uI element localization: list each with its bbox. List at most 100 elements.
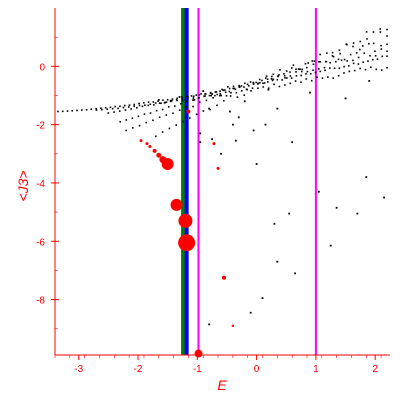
data-point [167,105,170,108]
data-point [231,123,234,126]
highlight-point [148,145,152,149]
data-point [346,60,349,62]
x-tick-label: -1 [193,364,202,375]
data-point [258,78,261,81]
data-point [338,67,341,70]
data-point [252,129,255,132]
data-point [228,90,231,93]
data-point [187,98,189,100]
data-point [353,69,356,72]
data-point [317,190,320,193]
data-point [386,50,388,53]
data-point [289,82,291,85]
data-point [130,108,132,110]
data-point [371,58,374,61]
data-point [261,79,263,82]
data-point [161,108,164,111]
data-point [61,110,64,113]
data-point [251,87,254,89]
data-point [310,79,313,82]
data-point [155,109,158,112]
data-point [295,71,297,73]
data-point [240,85,243,87]
data-point [138,104,141,107]
data-point [195,94,198,96]
data-point [214,91,217,93]
data-point [380,69,383,71]
data-point [316,76,318,79]
data-point [284,84,286,86]
data-point [175,124,177,126]
data-point [145,121,148,124]
data-point [370,66,372,69]
data-point [331,51,334,54]
data-point [289,71,291,73]
data-point [332,77,335,79]
data-point [352,45,354,48]
data-point [220,152,222,155]
data-point [76,109,78,112]
data-point [305,78,308,80]
data-point [107,112,110,114]
data-point [125,119,128,121]
data-point [290,77,293,79]
data-point [100,107,102,109]
data-point [114,105,116,108]
data-point [187,96,189,98]
highlight-point [152,148,157,153]
data-point [374,50,376,53]
y-axis-label: <J3> [15,170,31,201]
data-point [232,87,234,90]
data-point [172,112,174,115]
data-point [335,206,338,209]
data-point [292,64,295,66]
data-point [204,93,206,95]
data-point [240,90,243,92]
data-point [386,55,388,57]
data-point [181,97,184,100]
data-point [138,124,141,127]
data-point [200,93,202,95]
data-point [352,62,355,65]
data-point [252,83,255,85]
data-point [249,311,252,314]
data-point [337,74,340,77]
data-point [243,100,246,103]
data-point [267,88,270,91]
data-point [101,108,103,111]
data-point [306,70,309,73]
data-point [352,59,354,62]
data-point [224,91,227,94]
data-point [219,94,221,97]
data-point [137,115,140,118]
data-point [152,101,155,103]
data-point [229,110,231,113]
data-point [255,81,258,84]
data-point [193,98,196,101]
data-point [221,88,223,91]
data-point [124,109,127,111]
data-point [144,104,146,106]
data-point [165,114,168,116]
data-point [133,103,136,106]
data-point [246,83,249,86]
data-point [232,85,235,88]
data-point [233,87,236,90]
data-point [313,60,316,62]
data-point [123,104,126,107]
data-point [135,106,138,109]
data-point [363,52,366,54]
data-point [255,163,258,165]
data-point [162,99,164,101]
data-point [319,53,321,56]
data-point [192,97,195,99]
data-point [344,97,347,100]
data-point [324,69,326,72]
data-point [372,42,375,45]
data-point [190,95,193,97]
data-point [198,97,200,99]
data-point [326,52,328,54]
data-point [106,108,109,110]
data-point [272,78,275,81]
